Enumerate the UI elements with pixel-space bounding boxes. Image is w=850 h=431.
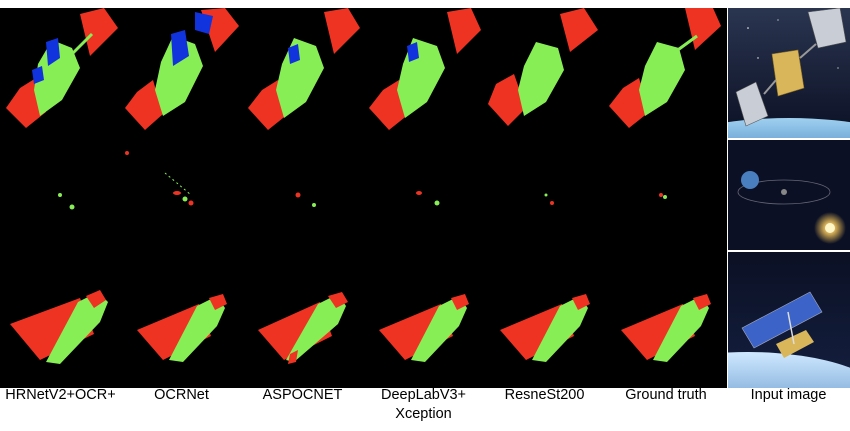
- mask-row3-resnest: [500, 294, 590, 362]
- column-label-ocrnet: OCRNet: [154, 387, 209, 403]
- mask-row2-deeplab: [416, 191, 440, 206]
- mask-row3-ocrnet: [137, 294, 227, 362]
- mask-row1-resnest: [488, 8, 598, 126]
- mask-row2-ocrnet: [125, 151, 194, 206]
- mask-row1-ground-truth: [609, 8, 721, 128]
- column-label-resnest: ResneSt200: [504, 387, 585, 403]
- mask-row2-hrnet: [58, 193, 75, 210]
- mask-row3-deeplab: [379, 294, 469, 362]
- mask-row2-resnest: [544, 193, 554, 205]
- mask-row2-aspocnet: [295, 192, 316, 207]
- mask-row1-deeplab: [369, 8, 481, 130]
- mask-row3-hrnet: [10, 290, 108, 364]
- mask-row1-ocrnet: [125, 8, 239, 130]
- input-image-row1: [728, 8, 850, 138]
- column-label-aspocnet: ASPOCNET: [262, 387, 343, 403]
- mask-row2-ground-truth: [659, 193, 667, 199]
- input-image-row3: [728, 252, 850, 388]
- column-label-deeplab: DeepLabV3+ Xception: [380, 387, 467, 422]
- input-image-row2: [728, 140, 850, 250]
- column-label-input-image: Input image: [750, 387, 827, 403]
- column-label-ground-truth: Ground truth: [625, 387, 707, 403]
- mask-row1-aspocnet: [248, 8, 360, 130]
- mask-grid-background: [0, 8, 727, 388]
- mask-row1-hrnet: [6, 8, 118, 128]
- column-label-hrnet: HRNetV2+OCR+: [5, 387, 116, 403]
- mask-row3-ground-truth: [621, 294, 711, 362]
- mask-row3-aspocnet: [258, 292, 348, 364]
